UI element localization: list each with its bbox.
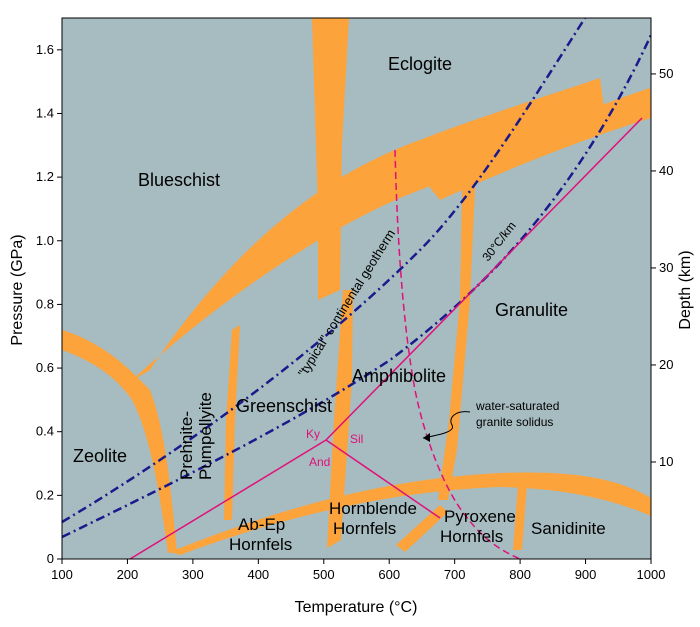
x-axis-title: Temperature (°C)	[295, 599, 418, 616]
y-tick-label: 0.6	[36, 360, 54, 375]
x-tick-label: 300	[182, 567, 204, 582]
plot-frame	[61, 17, 652, 560]
label-abep-line1: Ab-Ep	[238, 515, 285, 534]
facies-boundary-bands	[62, 18, 651, 555]
y-tick-label: 0.4	[36, 424, 54, 439]
solidus-label-arrowhead	[423, 433, 430, 442]
label-andalusite: And	[309, 455, 330, 469]
y-tick-label: 0.2	[36, 487, 54, 502]
typical-continental-geotherm-line	[62, 18, 587, 524]
label-blueschist: Blueschist	[138, 170, 220, 190]
depth-tick-label: 10	[659, 454, 673, 469]
facies-field-group	[62, 18, 651, 559]
x-tick-label: 500	[313, 567, 335, 582]
y-tick-label: 1.2	[36, 169, 54, 184]
y-tick-label: 1.6	[36, 42, 54, 57]
label-sanidinite: Sanidinite	[531, 519, 606, 538]
x-tick-label: 800	[509, 567, 531, 582]
sanidinite-boundary	[513, 485, 527, 550]
label-prehnite-line2: Pumpellyite	[196, 392, 215, 480]
granite-solidus-curve	[394, 149, 521, 559]
x-tick-label: 900	[575, 567, 597, 582]
label-greenschist: Greenschist	[236, 396, 332, 416]
depth-axis-ticks: 10 20 30 40 50	[651, 66, 673, 469]
y-tick-label: 1.0	[36, 233, 54, 248]
depth-tick-label: 40	[659, 163, 673, 178]
label-abep-line2: Hornfels	[229, 535, 292, 554]
x-tick-label: 100	[51, 567, 73, 582]
x-axis-ticks: 100 200 300 400 500 600 700 800 900 1000	[51, 559, 665, 582]
y-tick-label: 0.8	[36, 296, 54, 311]
y-tick-label: 1.4	[36, 105, 54, 120]
depth-axis-title: Depth (km)	[677, 250, 694, 329]
x-tick-label: 600	[378, 567, 400, 582]
label-zeolite: Zeolite	[73, 446, 127, 466]
label-hornblende-line1: Hornblende	[329, 499, 417, 518]
label-eclogite: Eclogite	[388, 54, 452, 74]
andalusite-sillimanite-line	[325, 439, 441, 519]
y-axis-title: Pressure (GPa)	[9, 234, 26, 345]
30c-per-km-geotherm-line	[62, 34, 651, 539]
x-tick-label: 400	[247, 567, 269, 582]
label-solidus-line2: granite solidus	[476, 415, 553, 429]
label-solidus-line1: water-saturated	[475, 399, 559, 413]
label-hornblende-line2: Hornfels	[333, 519, 396, 538]
zeolite-boundary	[62, 330, 177, 553]
depth-tick-label: 20	[659, 357, 673, 372]
label-kyanite: Ky	[306, 427, 320, 441]
x-tick-label: 1000	[637, 567, 666, 582]
y-axis-ticks: 0 0.2 0.4 0.6 0.8 1.0 1.2 1.4 1.6	[36, 42, 62, 566]
label-pyroxene-line2: Hornfels	[440, 527, 503, 546]
label-pyroxene-line1: Pyroxene	[444, 507, 516, 526]
label-prehnite-line1: Prehnite-	[177, 411, 196, 480]
depth-tick-label: 30	[659, 260, 673, 275]
x-tick-label: 200	[117, 567, 139, 582]
depth-tick-label: 50	[659, 66, 673, 81]
kyanite-andalusite-line	[129, 439, 327, 559]
kyanite-sillimanite-line	[325, 117, 643, 441]
hornfels-upper-boundary	[170, 472, 651, 555]
pyroxene-hornfels-boundary	[396, 505, 448, 552]
x-tick-label: 700	[444, 567, 466, 582]
eclogite-granulite-boundary	[420, 88, 651, 200]
greenschist-lower-boundary	[224, 325, 240, 520]
y-tick-label: 0	[47, 551, 54, 566]
amphibolite-granulite-boundary	[438, 145, 477, 500]
label-amphibolite: Amphibolite	[352, 366, 446, 386]
label-granulite: Granulite	[495, 300, 568, 320]
solidus-label-leader	[422, 411, 471, 439]
greenschist-amphibolite-boundary	[327, 290, 353, 548]
label-sillimanite: Sil	[350, 432, 363, 446]
